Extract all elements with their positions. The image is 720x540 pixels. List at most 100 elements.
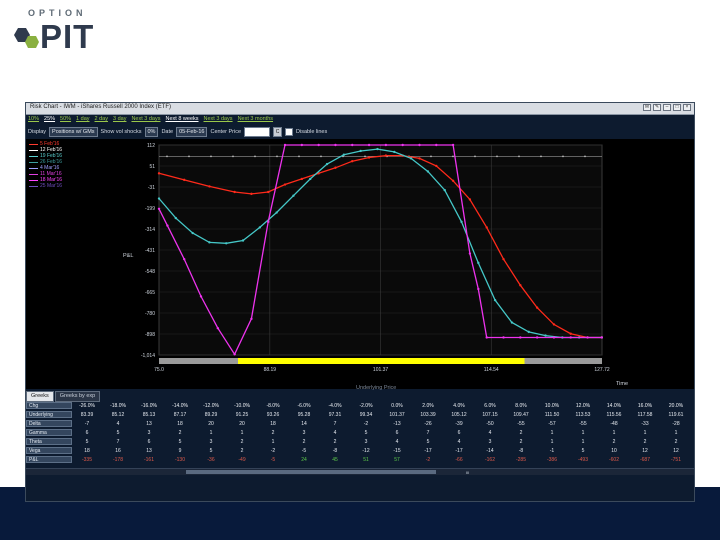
center-c-button[interactable]: C	[273, 127, 283, 137]
greeks-cell: 7	[333, 421, 337, 427]
date-select[interactable]: 05-Feb-16	[176, 127, 208, 137]
greeks-cell: 2	[674, 439, 678, 445]
greeks-cell: 2	[240, 439, 244, 445]
greeks-cell: -55	[517, 421, 525, 427]
data-point	[183, 257, 186, 261]
legend-item[interactable]: 11 Mar'16	[29, 171, 62, 177]
y-tick-label: -780	[145, 311, 155, 317]
legend-item[interactable]: 5 Feb'16	[29, 141, 62, 147]
greeks-cell: 16.0%	[637, 403, 653, 409]
greeks-cell: 5	[178, 439, 182, 445]
greeks-cell: 3	[302, 430, 306, 436]
greeks-cell: 1	[612, 430, 616, 436]
greeks-cell: 6	[457, 430, 461, 436]
y-tick-label: -31	[148, 185, 155, 191]
horizontal-scrollbar[interactable]: III	[26, 468, 694, 475]
greeks-row-label: Gamma	[26, 429, 72, 436]
disable-lines-checkbox[interactable]	[285, 128, 294, 136]
reference-marker	[166, 155, 168, 158]
timeframe-link[interactable]: 3 day	[112, 116, 127, 122]
data-point	[401, 143, 404, 147]
data-point	[267, 220, 270, 224]
data-point	[183, 178, 186, 182]
greeks-cell: 2	[333, 439, 337, 445]
envelope-icon[interactable]: ✉	[643, 104, 651, 111]
legend-item[interactable]: 26 Feb'16	[29, 159, 62, 165]
data-point	[334, 143, 337, 147]
greeks-cell: 3	[488, 439, 492, 445]
greeks-row-label: Theta	[26, 438, 72, 445]
optionpit-logo: OPTION PIT	[10, 8, 120, 56]
legend-swatch	[29, 161, 38, 163]
greeks-cell: 1	[674, 430, 678, 436]
data-point	[552, 323, 556, 326]
legend-item[interactable]: 18 Mar'16	[29, 177, 62, 183]
timeframe-link[interactable]: 1 day	[76, 116, 90, 122]
greeks-cell: 13	[146, 448, 152, 454]
data-point	[384, 154, 388, 157]
greeks-tabs: Greeks Greeks by exp	[26, 391, 101, 402]
data-point	[409, 157, 413, 160]
greeks-cell: 5	[116, 430, 120, 436]
greeks-cell: 85.12	[111, 412, 125, 418]
legend-item[interactable]: 25 Mar'16	[29, 183, 62, 189]
greeks-cell: -162	[484, 457, 495, 463]
reference-marker	[496, 155, 498, 158]
data-point	[535, 306, 539, 309]
legend-item[interactable]: 4 Mar'16	[29, 165, 62, 171]
time-label: Time	[616, 381, 629, 387]
timeframe-link[interactable]: Next 3 days	[203, 116, 233, 122]
wrench-icon[interactable]: ✎	[653, 104, 661, 111]
greeks-cell: 4	[333, 430, 337, 436]
greeks-cell: -48	[610, 421, 618, 427]
timeframe-link[interactable]: 50%	[60, 116, 72, 122]
legend-item[interactable]: 19 Feb'16	[29, 153, 62, 159]
legend-swatch	[29, 155, 38, 157]
greeks-cell: 105.12	[451, 412, 467, 418]
scrollbar-thumb[interactable]: III	[186, 470, 469, 475]
display-select[interactable]: Positions w/ GMs	[49, 127, 98, 137]
data-point	[477, 287, 480, 291]
data-point	[166, 224, 169, 227]
greeks-cell: 107.15	[482, 412, 498, 418]
x-tick-label: 75.0	[154, 367, 164, 373]
x-tick-label: 88.19	[264, 367, 277, 373]
greeks-cell: 103.39	[420, 412, 436, 418]
timeframe-link[interactable]: Next 8 weeks	[165, 116, 199, 122]
timeframe-link[interactable]: 2 day	[94, 116, 108, 122]
minimize-icon[interactable]: –	[663, 104, 671, 111]
timeframe-link[interactable]: Next 3 days	[131, 116, 161, 122]
greeks-cell: 119.61	[668, 412, 684, 418]
price-range-highlight	[237, 358, 525, 364]
center-price-input[interactable]	[244, 127, 271, 137]
tab-greeks-by-exp[interactable]: Greeks by exp	[54, 391, 101, 402]
greeks-cell: 24	[301, 457, 307, 463]
greeks-cell: -8	[332, 448, 338, 454]
timeframe-link[interactable]: 25%	[44, 116, 56, 122]
greeks-cell: -66	[455, 457, 463, 463]
risk-chart[interactable]: 112 51 -31 -199 -314 -431 -548 -665 -780 -898 -1,0…	[26, 139, 694, 391]
shocks-select[interactable]: 0%	[144, 127, 159, 137]
greeks-cell: -2	[270, 448, 276, 454]
timeframe-link[interactable]: Next 3 months	[237, 116, 274, 122]
greeks-cell: 45	[332, 457, 338, 463]
tab-greeks[interactable]: Greeks	[26, 391, 54, 402]
greeks-row: Gamma 6 5 3 2 1 1 2 3 4 5 6 7 6 4 2 1 1 1 1 1	[26, 429, 694, 437]
maximize-icon[interactable]: □	[673, 104, 681, 111]
window-titlebar[interactable]: Risk Chart - IWM - iShares Russell 2000 …	[26, 103, 694, 115]
greeks-cell: -751	[670, 457, 681, 463]
greeks-row: P&L -335 -178 -161 -130 -36 -49 -5 24 45 51 57 -2 -66…	[26, 456, 694, 464]
greeks-cell: 9	[178, 448, 182, 454]
greeks-cell: -5	[301, 448, 307, 454]
series-line	[158, 154, 602, 339]
reference-marker	[452, 155, 454, 158]
greeks-row: Theta 5 7 6 5 3 2 1 2 2 3 4 5 4 3 2 1 1 2 2 2	[26, 438, 694, 446]
legend-item[interactable]: 12 Feb'16	[29, 147, 62, 153]
date-label: Date	[161, 129, 174, 135]
greeks-cell: 93.26	[266, 412, 280, 418]
greeks-cell: -10.0%	[234, 403, 250, 409]
timeframe-link[interactable]: 10%	[28, 116, 40, 122]
legend-label: 4 Mar'16	[40, 165, 60, 171]
risk-chart-window: Risk Chart - IWM - iShares Russell 2000 …	[25, 102, 695, 502]
close-icon[interactable]: ×	[683, 104, 691, 111]
